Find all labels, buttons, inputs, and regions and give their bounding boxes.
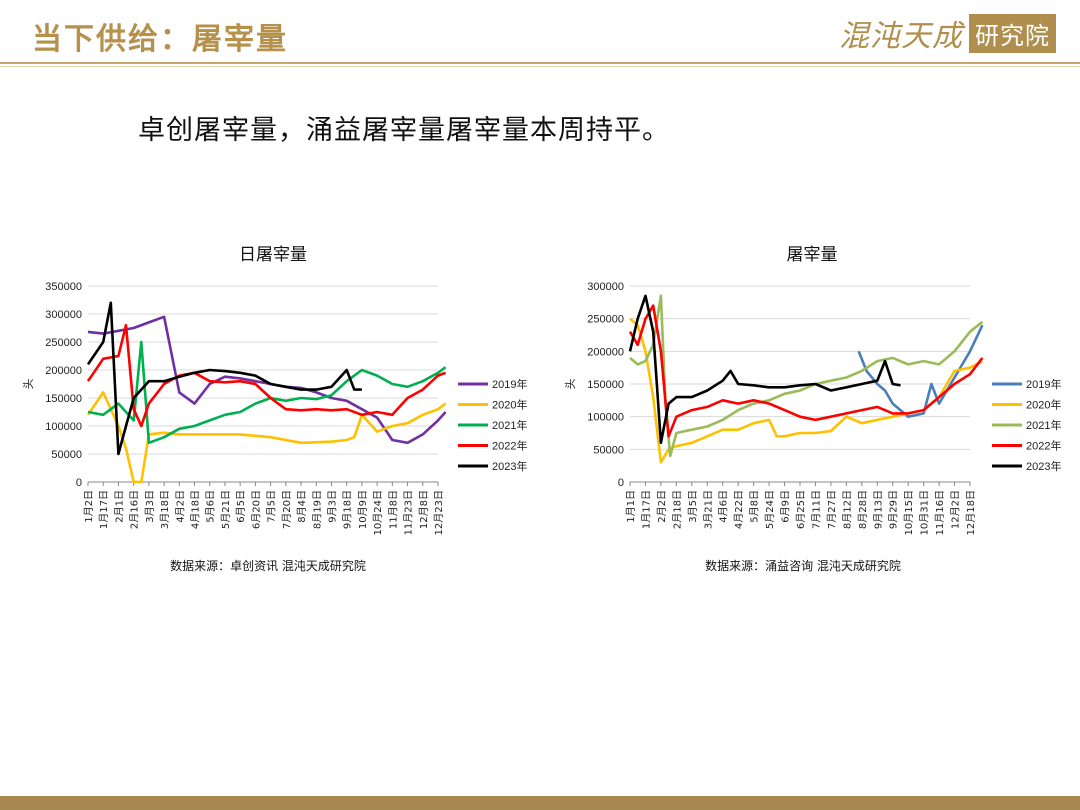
x-tick-label: 3月5日: [687, 490, 699, 523]
x-tick-label: 10月9日: [357, 490, 369, 529]
logo-script-text: 混沌天成: [839, 19, 963, 54]
x-tick-label: 8月12日: [841, 490, 853, 529]
x-tick-label: 4月22日: [733, 490, 745, 529]
brand-logo: 混沌天成 研究院: [839, 13, 1056, 54]
x-tick-label: 8月4日: [296, 490, 308, 523]
x-tick-label: 11月8日: [387, 490, 399, 529]
chart-source: 数据来源：涌益咨询 混沌天成研究院: [705, 558, 901, 573]
y-tick-label: 50000: [51, 449, 82, 461]
summary-text: 卓创屠宰量，涌益屠宰量屠宰量本周持平。: [138, 115, 670, 146]
x-tick-label: 4月6日: [718, 490, 730, 523]
y-tick-label: 200000: [587, 346, 624, 358]
x-tick-label: 3月3日: [144, 490, 156, 523]
chart-source: 数据来源：卓创资讯 混沌天成研究院: [170, 558, 366, 573]
x-tick-label: 2月16日: [129, 490, 141, 529]
x-tick-label: 1月2日: [83, 490, 95, 523]
legend-label: 2021年: [492, 418, 527, 432]
x-tick-label: 9月13日: [872, 490, 884, 529]
logo-box-text: 研究院: [969, 13, 1056, 53]
header-divider-thin: [0, 66, 1080, 67]
x-tick-label: 6月25日: [795, 490, 807, 529]
x-tick-label: 7月11日: [810, 490, 822, 529]
legend-label: 2019年: [1026, 377, 1061, 391]
x-tick-label: 12月23日: [433, 490, 445, 535]
x-tick-label: 11月23日: [403, 490, 415, 535]
y-tick-label: 0: [618, 477, 624, 489]
x-tick-label: 7月5日: [266, 490, 278, 523]
x-tick-label: 7月27日: [826, 490, 838, 529]
y-tick-label: 100000: [587, 412, 624, 424]
y-tick-label: 300000: [587, 281, 624, 293]
x-tick-label: 5月8日: [749, 490, 761, 523]
x-tick-label: 1月17日: [98, 490, 110, 529]
legend-label: 2023年: [492, 459, 527, 473]
y-tick-label: 150000: [45, 393, 82, 405]
footer-bar: [0, 796, 1080, 810]
x-tick-label: 2月2日: [656, 490, 668, 523]
y-tick-label: 250000: [45, 337, 82, 349]
legend-label: 2020年: [1026, 398, 1061, 412]
x-tick-label: 6月5日: [235, 490, 247, 523]
legend-label: 2022年: [1026, 439, 1061, 453]
x-tick-label: 2月18日: [671, 490, 683, 529]
x-tick-label: 12月8日: [418, 490, 430, 529]
series-line-2020: [86, 391, 447, 484]
chart-title: 日屠宰量: [239, 245, 307, 265]
chart-title: 屠宰量: [787, 245, 838, 265]
y-tick-label: 200000: [45, 365, 82, 377]
x-tick-label: 3月21日: [702, 490, 714, 529]
x-tick-label: 8月19日: [311, 490, 323, 529]
x-tick-label: 9月18日: [342, 490, 354, 529]
x-tick-label: 5月24日: [764, 490, 776, 529]
y-tick-label: 150000: [587, 379, 624, 391]
x-tick-label: 1月17日: [640, 490, 652, 529]
x-tick-label: 7月20日: [281, 490, 293, 529]
x-tick-label: 4月2日: [174, 490, 186, 523]
x-tick-label: 12月18日: [965, 490, 977, 535]
legend-label: 2019年: [492, 377, 527, 391]
y-tick-label: 350000: [45, 281, 82, 293]
legend-label: 2021年: [1026, 418, 1061, 432]
x-tick-label: 4月18日: [190, 490, 202, 529]
y-axis-label: 头: [22, 379, 35, 390]
y-tick-label: 0: [76, 477, 82, 489]
x-tick-label: 12月2日: [950, 490, 962, 529]
x-tick-label: 5月21日: [220, 490, 232, 529]
y-tick-label: 250000: [587, 314, 624, 326]
x-tick-label: 6月9日: [780, 490, 792, 523]
x-tick-label: 5月6日: [205, 490, 217, 523]
series-line-2022: [628, 304, 984, 438]
x-tick-label: 6月20日: [250, 490, 262, 529]
series-line-2023: [628, 294, 901, 445]
chart-slaughter: 屠宰量 0 50000 100000 150000 200000 250000 300000 头…: [564, 245, 1061, 573]
y-tick-label: 300000: [45, 309, 82, 321]
series-line-2022: [86, 323, 447, 428]
legend-label: 2020年: [492, 398, 527, 412]
x-tick-label: 9月29日: [888, 490, 900, 529]
y-axis-label: 头: [564, 379, 577, 390]
y-tick-label: 100000: [45, 421, 82, 433]
x-tick-label: 2月1日: [113, 490, 125, 523]
x-tick-label: 8月28日: [857, 490, 869, 529]
chart-daily-slaughter: 日屠宰量 0 50000 100000 150000 200000 250000 300000…: [22, 245, 527, 573]
y-tick-label: 50000: [593, 444, 624, 456]
x-tick-label: 1月1日: [625, 490, 637, 523]
x-tick-label: 9月3日: [326, 490, 338, 523]
series-line-2021: [87, 340, 447, 445]
legend-label: 2022年: [492, 439, 527, 453]
x-tick-label: 10月24日: [372, 490, 384, 535]
page-title: 当下供给：屠宰量: [32, 22, 288, 57]
series-line-2023: [86, 301, 362, 456]
x-tick-label: 11月16日: [934, 490, 946, 535]
legend-label: 2023年: [1026, 459, 1061, 473]
series-line-2021: [629, 294, 984, 458]
header-divider: [0, 62, 1080, 64]
x-tick-label: 3月18日: [159, 490, 171, 529]
x-tick-label: 10月31日: [919, 490, 931, 535]
x-tick-label: 10月15日: [903, 490, 915, 535]
